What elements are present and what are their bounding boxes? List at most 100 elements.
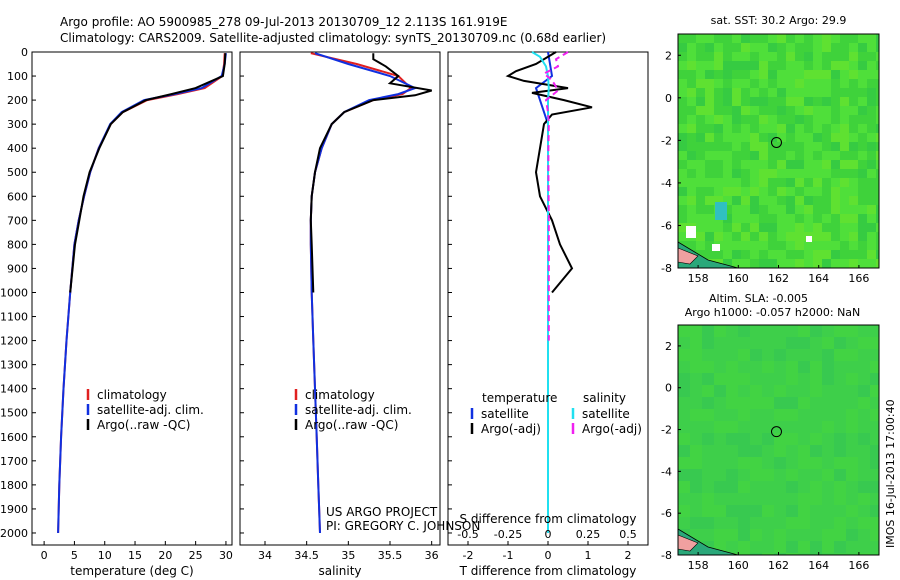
map-cell [762,433,774,445]
series-line [309,53,432,293]
map-cell [732,151,741,160]
map-cell [741,241,750,250]
map-cell [759,79,768,88]
map-cell [849,196,858,205]
map-cell [822,373,834,385]
map-cell [762,445,774,457]
map-cell [705,106,714,115]
map-cell [738,541,750,553]
map-cell [687,61,696,70]
map-cell [750,214,759,223]
map-cell [738,457,750,469]
map-cell [678,433,690,445]
map-cell [813,133,822,142]
map-cell [762,325,774,337]
map-cell [750,385,762,397]
map-cell [822,196,831,205]
map-cell [822,79,831,88]
map-cell [714,481,726,493]
map-cell [768,196,777,205]
map-cell [768,79,777,88]
map-cell [849,124,858,133]
map-cell [876,61,879,70]
map-cell [840,124,849,133]
map-cell [774,445,786,457]
map-cell [738,469,750,481]
map-cell [876,214,879,223]
map-cell [678,169,687,178]
map-cell [867,214,876,223]
map-cell [870,553,879,555]
map-cell [741,106,750,115]
map-cell [798,457,810,469]
map-cell [750,433,762,445]
map-cell [786,43,795,52]
map-cell [768,241,777,250]
map-cell [705,223,714,232]
map-cell [678,160,687,169]
map-cell [834,529,846,541]
map-cell [678,97,687,106]
map-cell [786,34,795,43]
map-cell [762,553,774,555]
map-cell [723,178,732,187]
map-cell [714,124,723,133]
map-cell [741,43,750,52]
map-cell [762,481,774,493]
map-cell [741,169,750,178]
map-cell [840,205,849,214]
map-cell [690,373,702,385]
map-cell [702,385,714,397]
map-cell [696,151,705,160]
map-cell [804,106,813,115]
map-cell [786,232,795,241]
map-cell [813,106,822,115]
map-cell [849,151,858,160]
map-cell [840,97,849,106]
map-cell [759,178,768,187]
map-cell [822,52,831,61]
map-cell [702,337,714,349]
map-y-tick-label: -6 [661,219,672,232]
map-cell [723,214,732,223]
map-cell [831,196,840,205]
map-cell [714,151,723,160]
map-cell [786,349,798,361]
legend-label: climatology [305,388,375,402]
map-cell [870,349,879,361]
map-cell [798,505,810,517]
map-cell [810,505,822,517]
map-x-tick-label: 164 [808,559,829,572]
map-cell [705,115,714,124]
map-cell [795,52,804,61]
map-cell [810,517,822,529]
map-cell [759,259,768,268]
map-cell [798,421,810,433]
map-cell [849,223,858,232]
y-tick-label: 1900 [0,503,28,516]
map-cell [822,214,831,223]
map-cell [774,349,786,361]
map-cell [822,553,834,555]
map-cell [834,397,846,409]
x-tick-label: -1 [503,549,514,562]
map-cell [831,34,840,43]
map-cell [849,214,858,223]
map-cell [750,115,759,124]
map-cell [834,421,846,433]
map-cell [732,178,741,187]
map-cell [876,97,879,106]
y-tick-label: 0 [21,46,28,59]
map-cell [732,97,741,106]
y-tick-label: 1500 [0,407,28,420]
map-cell [705,160,714,169]
map-cell [741,223,750,232]
map-cell [822,457,834,469]
map-cell [723,88,732,97]
map-cell [774,517,786,529]
map-cell [690,481,702,493]
map-cell [795,259,804,268]
map-cell [759,88,768,97]
map-cell [774,553,786,555]
